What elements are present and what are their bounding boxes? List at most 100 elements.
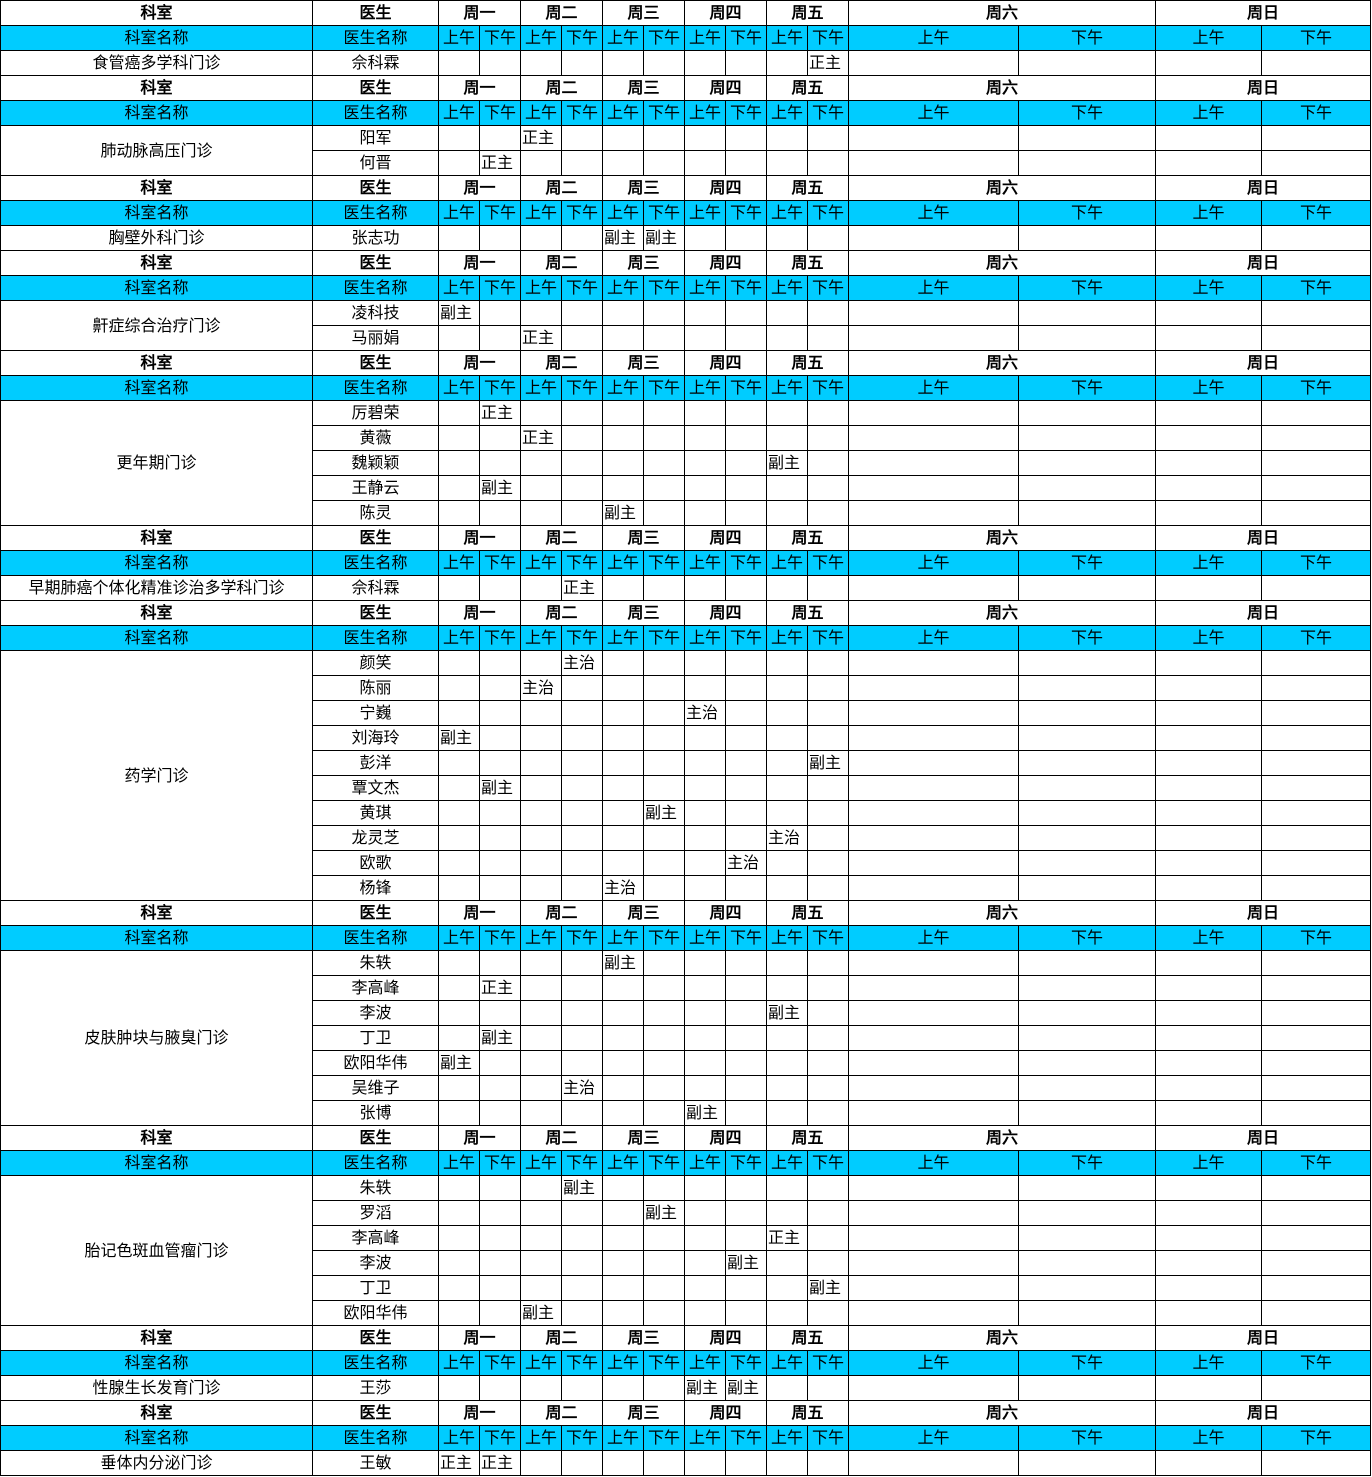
schedule-slot: 副主: [643, 225, 685, 251]
schedule-slot: [438, 775, 480, 801]
schedule-slot: [766, 1275, 808, 1301]
weekend-slot: [1018, 1175, 1156, 1201]
doctor-name-header: 医生名称: [312, 375, 439, 401]
weekend-slot: [1155, 425, 1262, 451]
pm-header: 下午: [1018, 625, 1156, 651]
am-header: 上午: [684, 375, 726, 401]
schedule-slot: [438, 1175, 480, 1201]
day-header: 周二: [520, 250, 603, 276]
day-header: 周五: [766, 1400, 849, 1426]
schedule-slot: [602, 50, 644, 76]
am-header: 上午: [602, 1425, 644, 1451]
schedule-slot: [807, 975, 849, 1001]
doctor-name: 朱轶: [312, 950, 439, 976]
pm-header: 下午: [561, 1425, 603, 1451]
schedule-slot: [725, 50, 767, 76]
weekend-slot: [1155, 1050, 1262, 1076]
am-header: 上午: [602, 1350, 644, 1376]
pm-header: 下午: [725, 1425, 767, 1451]
dept-name: 肺动脉高压门诊: [0, 125, 313, 176]
weekend-slot: [1155, 1175, 1262, 1201]
am-header: 上午: [1155, 1425, 1262, 1451]
schedule-slot: [643, 700, 685, 726]
am-header: 上午: [766, 375, 808, 401]
dept-header: 科室: [0, 900, 313, 926]
schedule-slot: [684, 975, 726, 1001]
weekend-slot: [1155, 750, 1262, 776]
weekend-slot: [1261, 1225, 1371, 1251]
pm-header: 下午: [1018, 1425, 1156, 1451]
pm-header: 下午: [807, 100, 849, 126]
weekend-slot: [1018, 1100, 1156, 1126]
schedule-slot: [725, 675, 767, 701]
schedule-slot: [438, 1250, 480, 1276]
schedule-slot: [520, 750, 562, 776]
weekend-slot: [848, 875, 1019, 901]
schedule-slot: [602, 325, 644, 351]
am-header: 上午: [1155, 625, 1262, 651]
schedule-slot: [807, 675, 849, 701]
doctor-name: 厉碧荣: [312, 400, 439, 426]
doctor-name: 宁巍: [312, 700, 439, 726]
schedule-slot: [479, 1075, 521, 1101]
weekend-slot: [1018, 1200, 1156, 1226]
schedule-slot: 主治: [725, 850, 767, 876]
am-header: 上午: [848, 1350, 1019, 1376]
schedule-slot: [725, 775, 767, 801]
am-header: 上午: [520, 275, 562, 301]
am-header: 上午: [684, 550, 726, 576]
schedule-slot: [807, 1025, 849, 1051]
schedule-slot: [479, 1275, 521, 1301]
day-header: 周五: [766, 175, 849, 201]
day-header: 周日: [1155, 1325, 1371, 1351]
schedule-slot: [561, 975, 603, 1001]
schedule-slot: [643, 675, 685, 701]
day-header: 周一: [438, 75, 521, 101]
schedule-slot: 正主: [479, 400, 521, 426]
weekend-slot: [848, 1175, 1019, 1201]
weekend-slot: [1155, 875, 1262, 901]
dept-name-header: 科室名称: [0, 1425, 313, 1451]
am-header: 上午: [684, 1150, 726, 1176]
schedule-slot: [602, 475, 644, 501]
schedule-slot: [561, 1300, 603, 1326]
weekend-slot: [848, 825, 1019, 851]
pm-header: 下午: [1261, 625, 1371, 651]
doctor-name: 佘科霖: [312, 50, 439, 76]
day-header: 周四: [684, 1125, 767, 1151]
pm-header: 下午: [1018, 275, 1156, 301]
schedule-slot: [725, 1300, 767, 1326]
day-header: 周六: [848, 900, 1156, 926]
header-row: 科室 医生 周一 周二 周三 周四 周五 周六 周日: [0, 1125, 1371, 1151]
weekend-slot: [1261, 300, 1371, 326]
pm-header: 下午: [643, 1350, 685, 1376]
schedule-slot: [602, 825, 644, 851]
schedule-slot: [807, 1300, 849, 1326]
pm-header: 下午: [1261, 1350, 1371, 1376]
am-header: 上午: [684, 25, 726, 51]
doctor-name: 马丽娟: [312, 325, 439, 351]
doctor-name: 张博: [312, 1100, 439, 1126]
schedule-slot: 正主: [479, 150, 521, 176]
weekend-slot: [1018, 150, 1156, 176]
doctor-name: 朱轶: [312, 1175, 439, 1201]
schedule-slot: [561, 50, 603, 76]
schedule-slot: [561, 775, 603, 801]
weekend-slot: [1261, 125, 1371, 151]
day-header: 周二: [520, 0, 603, 26]
schedule-slot: [520, 700, 562, 726]
dept-name-header: 科室名称: [0, 375, 313, 401]
am-header: 上午: [438, 275, 480, 301]
pm-header: 下午: [807, 925, 849, 951]
schedule-slot: [684, 1275, 726, 1301]
header-row: 科室 医生 周一 周二 周三 周四 周五 周六 周日: [0, 175, 1371, 201]
doctor-name-header: 医生名称: [312, 275, 439, 301]
weekend-slot: [1261, 775, 1371, 801]
doctor-row: 皮肤肿块与腋臭门诊 朱轶 副主: [0, 950, 1371, 1126]
doctor-name: 欧阳华伟: [312, 1050, 439, 1076]
weekend-slot: [1261, 1000, 1371, 1026]
schedule-slot: [684, 650, 726, 676]
weekend-slot: [1155, 700, 1262, 726]
day-header: 周四: [684, 175, 767, 201]
weekend-slot: [848, 1100, 1019, 1126]
